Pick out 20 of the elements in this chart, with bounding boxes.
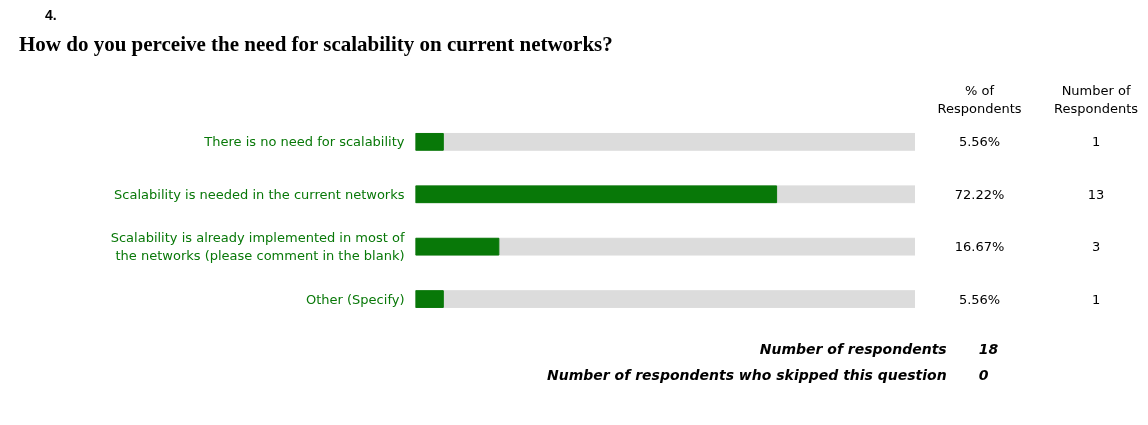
text: 3	[1091, 239, 1101, 255]
text: 0	[977, 366, 990, 385]
y-tick-label: Scalability is needed in the current networks	[114, 186, 405, 202]
text: Number of respondents who skipped this question	[546, 366, 948, 385]
text: 1	[1091, 291, 1101, 307]
data-label: 5.56%	[958, 291, 1001, 307]
y-tick-label: Scalability is already implemented in most of the networks (please comment in the blank)	[110, 230, 405, 264]
y-tick-label: Other (Specify)	[306, 291, 405, 307]
text: 18	[977, 340, 1000, 359]
data-label: 5.56%	[958, 134, 1001, 150]
text: Number of respondents	[758, 340, 948, 359]
text: 1	[1091, 134, 1101, 150]
text: 13	[1087, 186, 1105, 202]
chart-title: How do you perceive the need for scalability on current networks?	[19, 31, 613, 58]
data-label: 16.67%	[954, 239, 1005, 255]
text: % of Respondents	[937, 83, 1022, 117]
text: 4.	[45, 6, 58, 25]
y-tick-label: There is no need for scalability	[203, 134, 405, 150]
text: Number of Respondents	[1054, 83, 1139, 117]
data-label: 72.22%	[954, 186, 1005, 202]
